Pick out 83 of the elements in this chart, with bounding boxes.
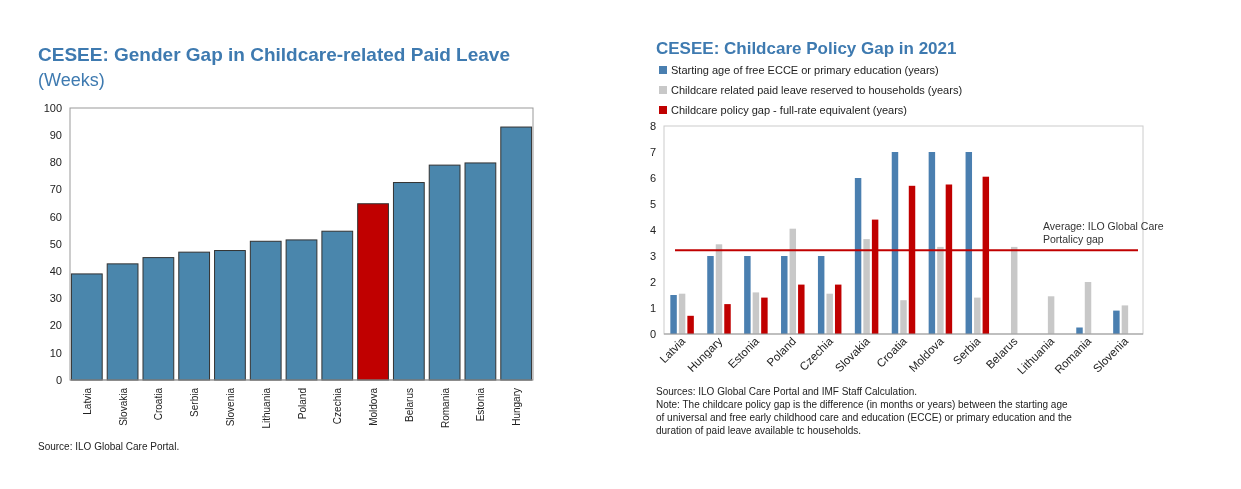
- y-tick-label: 7: [649, 145, 656, 158]
- bar: [863, 239, 870, 334]
- bar: [752, 292, 760, 334]
- bar: [392, 182, 425, 381]
- bar: [428, 164, 461, 381]
- y-tick-label: 0: [55, 373, 62, 386]
- bar: [817, 256, 825, 334]
- bar: [937, 246, 944, 334]
- bar: [321, 230, 354, 381]
- x-tick-label: Belarus: [403, 388, 415, 422]
- y-tick-label: 30: [49, 292, 62, 305]
- text: Note: The childcare policy gap is the difference (in months or years) between the starting age of universal and free early childhood care and education (ECCE) or primary education and the duration of paid leave available tc households.: [656, 399, 1073, 436]
- bar: [178, 251, 211, 381]
- bar: [789, 228, 797, 334]
- y-tick-label: 1: [649, 301, 656, 314]
- legend-label: Starting age of free ECCE or primary education (years): [671, 64, 939, 76]
- bar: [214, 250, 246, 381]
- y-tick-label: 40: [49, 265, 62, 278]
- bar: [249, 240, 282, 381]
- bar: [834, 284, 842, 334]
- x-tick-label: Lithuania: [260, 387, 272, 429]
- x-tick-label: Hungary: [511, 388, 523, 426]
- source-note: Sources: ILO Global Care Portal and IMF Staff Calculation.: [656, 386, 918, 397]
- bar: [678, 293, 686, 334]
- y-tick-label: 2: [649, 275, 656, 288]
- y-tick-label: 50: [49, 237, 62, 250]
- bar: [900, 300, 907, 334]
- x-tick-label: Czechia: [332, 387, 344, 425]
- bar: [687, 315, 694, 334]
- legend-label: Childcare related paid leave reserved to households (years): [671, 84, 963, 96]
- bar: [1047, 296, 1055, 334]
- y-tick-label: 8: [649, 119, 656, 132]
- y-tick-label: 3: [649, 249, 656, 262]
- y-tick-label: 5: [649, 197, 656, 210]
- bar: [965, 152, 973, 334]
- legend-label: Childcare policy gap - full-rate equivalent (years): [671, 104, 907, 116]
- y-tick-label: 90: [49, 129, 62, 142]
- bar: [854, 178, 862, 334]
- x-tick-label: Latvia: [81, 387, 93, 415]
- source-note: Source: ILO Global Care Portal.: [38, 441, 180, 452]
- bar: [928, 152, 936, 334]
- bar: [891, 152, 899, 334]
- bar: [974, 297, 981, 334]
- y-tick-label: 60: [49, 210, 62, 223]
- bar: [1121, 305, 1129, 334]
- bar: [1084, 282, 1092, 334]
- x-tick-label: Serbia: [189, 387, 201, 417]
- chart-title: CESEE: Gender Gap in Childcare-related Paid Leave: [38, 44, 510, 65]
- bar: [500, 126, 533, 381]
- y-tick-label: 20: [49, 319, 62, 332]
- y-tick-label: 100: [43, 101, 62, 114]
- bar: [744, 256, 751, 334]
- bar: [826, 293, 833, 334]
- x-tick-label: Romania: [439, 387, 451, 429]
- bar: [106, 263, 139, 381]
- bar: [357, 203, 389, 381]
- y-tick-label: 80: [49, 156, 62, 169]
- bar: [707, 256, 714, 334]
- y-tick-label: 10: [49, 346, 62, 359]
- x-tick-label: Estonia: [475, 387, 487, 422]
- bar: [798, 284, 805, 334]
- x-tick-label: Croatia: [153, 387, 165, 421]
- bar: [142, 257, 175, 381]
- x-tick-label: Moldova: [368, 387, 380, 426]
- bar: [761, 297, 768, 334]
- chart-title: CESEE: Childcare Policy Gap in 2021: [656, 39, 957, 58]
- bar: [670, 295, 677, 334]
- bar: [70, 273, 103, 381]
- bar: [1113, 310, 1120, 334]
- y-tick-label: 70: [49, 183, 62, 196]
- x-tick-label: Slovakia: [117, 387, 129, 426]
- y-tick-label: 6: [649, 171, 656, 184]
- y-tick-label: 0: [649, 327, 656, 340]
- bar: [781, 256, 788, 334]
- y-tick-label: 4: [649, 223, 656, 236]
- x-tick-label: Slovenia: [224, 387, 236, 427]
- bar: [715, 244, 723, 334]
- bar: [464, 162, 497, 381]
- bar: [724, 304, 731, 334]
- ref-line-label: Average: ILO Global Care Portalicy gap: [1043, 220, 1164, 246]
- x-tick-label: Poland: [296, 388, 308, 420]
- bar: [285, 239, 318, 381]
- chart-subtitle: (Weeks): [38, 70, 105, 90]
